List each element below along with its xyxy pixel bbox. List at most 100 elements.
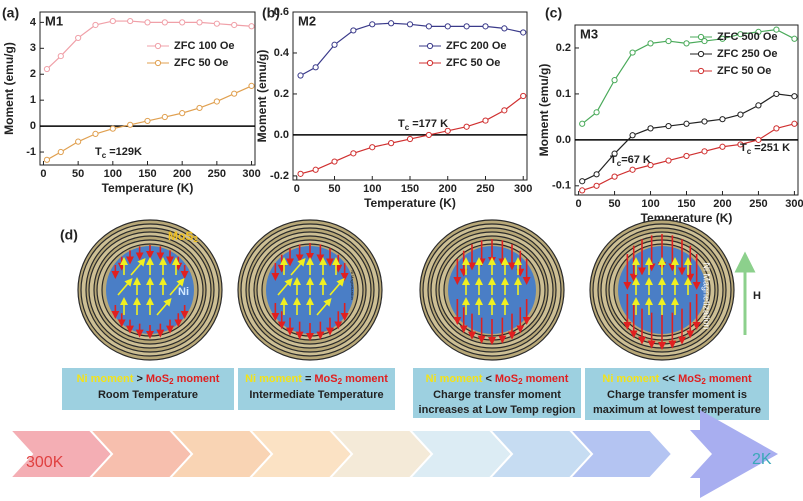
data-point (737, 111, 744, 118)
mos2-moment-end: moment (174, 373, 220, 385)
legend-marker (697, 50, 705, 58)
panel-label: (d) (60, 227, 78, 243)
box-caption: Charge transfer moment (433, 389, 561, 401)
condition-box (238, 368, 395, 410)
data-point (463, 123, 470, 130)
x-tick-label: 200 (173, 168, 191, 180)
data-point (406, 135, 414, 143)
annotation-subscript: c (747, 147, 752, 156)
data-point (665, 122, 672, 130)
x-tick-label: 150 (138, 168, 156, 180)
data-point (109, 17, 116, 25)
annotation: Tc =129K (95, 146, 142, 160)
data-point (196, 19, 203, 26)
x-tick-label: 250 (476, 183, 494, 195)
legend-marker (697, 33, 705, 41)
data-point (75, 34, 82, 42)
condition-box (413, 368, 581, 418)
moment-comparison: Ni moment > MoS2 moment (77, 373, 220, 386)
mos2-moment-end: moment (342, 373, 388, 385)
data-point (144, 19, 151, 26)
x-tick-label: 150 (677, 198, 695, 210)
data-point (773, 26, 780, 33)
data-point (593, 182, 600, 189)
data-point (312, 64, 319, 71)
data-point (213, 98, 220, 105)
box-caption: Room Temperature (98, 389, 198, 401)
annotation-value: =251 K (751, 142, 790, 154)
data-point (43, 65, 51, 73)
ni-moment-text: Ni moment (77, 373, 134, 385)
data-point (406, 21, 414, 28)
data-point (501, 25, 508, 32)
data-point (127, 17, 134, 25)
data-point (791, 35, 798, 42)
data-point (482, 23, 489, 30)
x-tick-label: 250 (208, 168, 226, 180)
data-point (719, 143, 726, 150)
y-tick-label: -0.1 (552, 180, 571, 192)
y-tick-label: 0.0 (556, 134, 571, 146)
data-point (331, 158, 338, 165)
data-point (144, 117, 151, 125)
field-label: H (753, 290, 761, 302)
data-point (665, 157, 672, 164)
data-point (43, 156, 51, 163)
data-point (213, 20, 220, 27)
data-point (350, 27, 357, 34)
moment-comparison: Ni moment = MoS2 moment (245, 373, 388, 386)
data-point (629, 166, 636, 173)
x-tick-label: 300 (242, 168, 260, 180)
data-point (463, 23, 470, 30)
legend-label: ZFC 50 Oe (174, 57, 228, 69)
y-tick-label: 0 (30, 120, 36, 132)
legend-marker (426, 59, 434, 67)
data-point (629, 132, 636, 139)
mos2-moment-text: MoS (146, 373, 169, 385)
data-point (737, 31, 744, 38)
chart-title: M3 (580, 26, 598, 41)
data-point (593, 171, 600, 178)
ni-label: Ni (178, 286, 189, 298)
relation: << (662, 373, 675, 385)
data-point (683, 40, 690, 47)
data-point (629, 49, 636, 56)
arrow-head (690, 410, 778, 498)
arrow-chevron (567, 429, 674, 479)
data-point (647, 162, 654, 169)
data-point (501, 107, 508, 114)
x-tick-label: 0 (576, 198, 582, 210)
legend-label: ZFC 200 Oe (446, 40, 507, 52)
ni-moment (290, 257, 306, 276)
y-tick-label: 0.4 (274, 47, 290, 59)
data-point (482, 117, 489, 124)
data-point (611, 173, 618, 180)
legend-marker (697, 67, 705, 75)
mos2-moment-text: MoS (678, 373, 701, 385)
data-point (520, 92, 527, 100)
condition-box (62, 368, 234, 410)
data-point (196, 104, 203, 112)
data-point (719, 116, 726, 123)
x-tick-label: 300 (514, 183, 532, 195)
mos2-moment-sub: 2 (338, 377, 343, 386)
data-point (388, 140, 395, 147)
data-point (297, 170, 304, 177)
panel-label: (c) (545, 5, 562, 21)
y-tick-label: 0.0 (274, 129, 289, 141)
data-point (425, 131, 432, 139)
ni-moment-text: Ni moment (602, 373, 659, 385)
y-tick-label: 2 (30, 68, 36, 80)
x-tick-label: 50 (328, 183, 340, 195)
mos2-moment-sub: 2 (169, 377, 174, 386)
y-tick-label: 4 (30, 16, 37, 28)
data-point (231, 21, 238, 29)
data-point (331, 41, 338, 48)
x-tick-label: 100 (363, 183, 381, 195)
x-tick-label: 150 (401, 183, 419, 195)
data-point (773, 90, 780, 98)
mos2-moment-sub: 2 (518, 377, 523, 386)
data-point (755, 136, 762, 143)
annotation-subscript: c (617, 159, 622, 168)
